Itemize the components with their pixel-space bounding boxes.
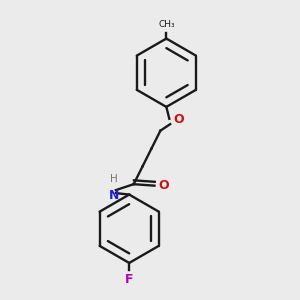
Text: H: H	[110, 174, 118, 184]
Text: CH₃: CH₃	[158, 20, 175, 29]
Text: O: O	[173, 113, 184, 126]
Text: O: O	[159, 178, 169, 192]
Text: F: F	[125, 273, 134, 286]
Text: N: N	[109, 189, 119, 202]
